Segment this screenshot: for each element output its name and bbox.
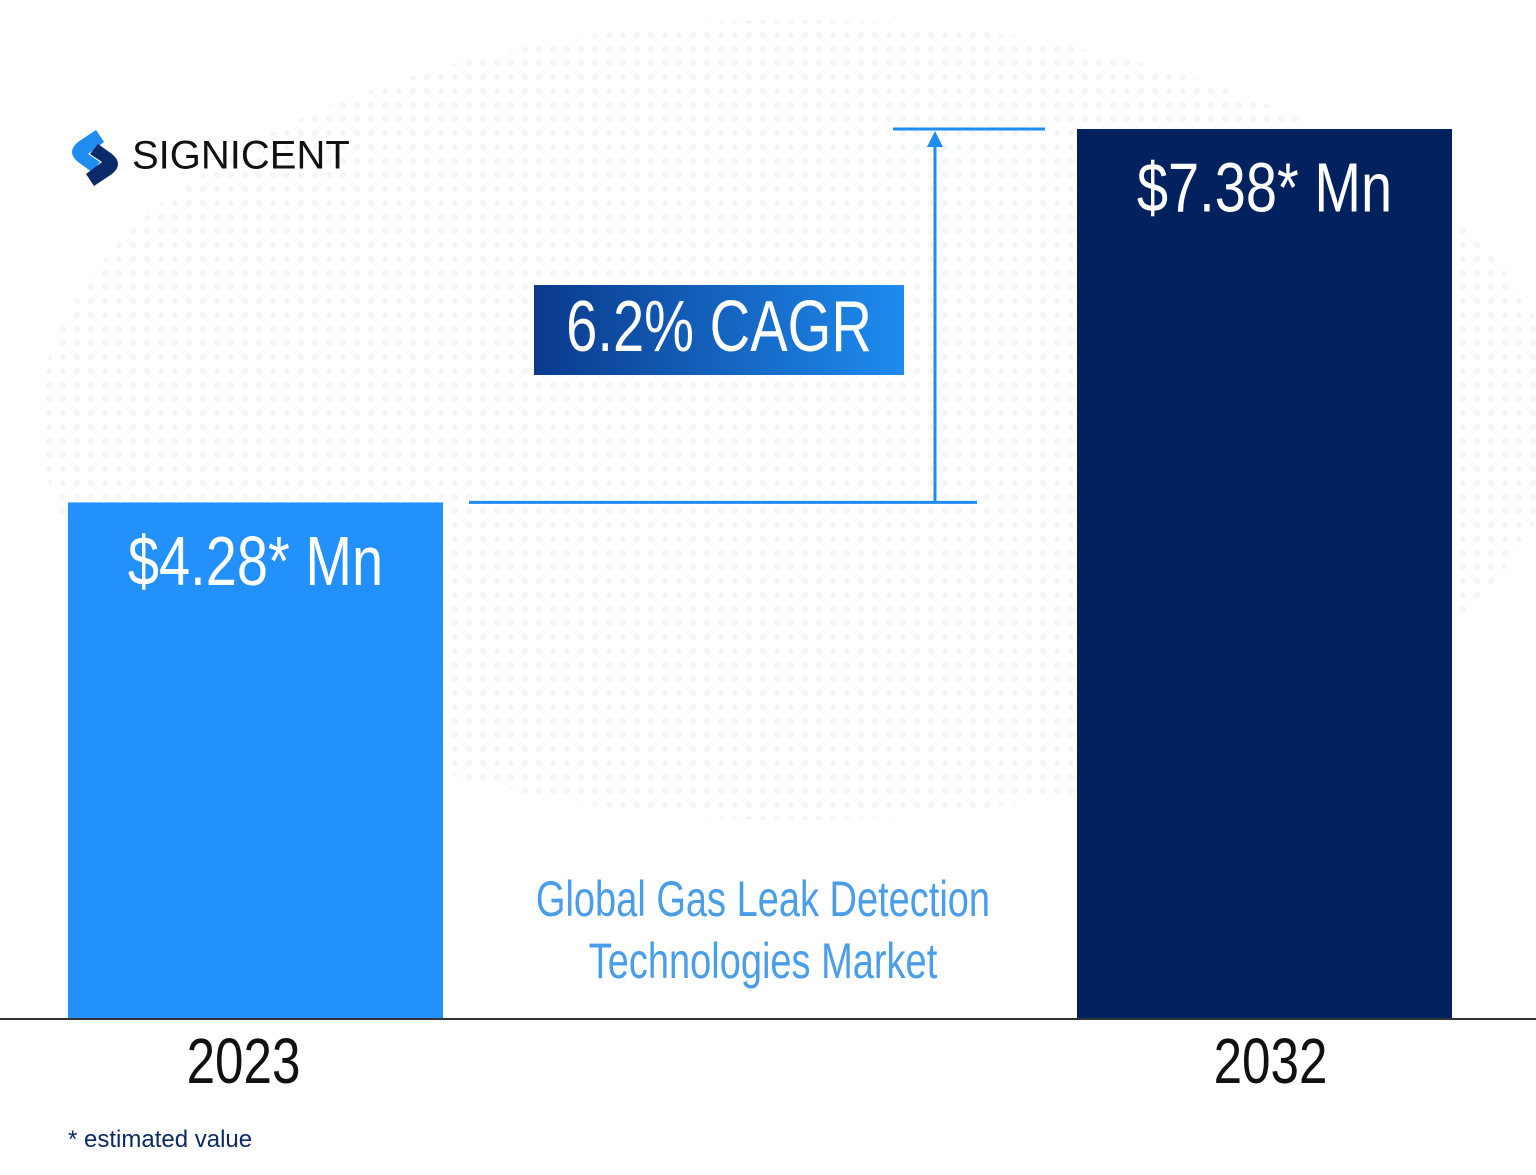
x-tick-label: 2023 xyxy=(187,1027,301,1098)
annotation-box xyxy=(534,285,904,375)
brand: SIGNICENT xyxy=(132,134,350,178)
annotation: 6.2% CAGR xyxy=(566,286,872,366)
x-tick-label: 2032 xyxy=(1214,1027,1328,1098)
arrow-head xyxy=(927,131,943,147)
logo-icon xyxy=(72,130,118,186)
bar xyxy=(68,502,443,1018)
chart-title: Global Gas Leak Detection Technologies M… xyxy=(535,871,991,989)
footnote: * estimated value xyxy=(68,1126,253,1153)
value-label: $4.28* Mn xyxy=(128,523,383,600)
bar xyxy=(1077,129,1452,1018)
value-label: $7.38* Mn xyxy=(1137,150,1392,227)
